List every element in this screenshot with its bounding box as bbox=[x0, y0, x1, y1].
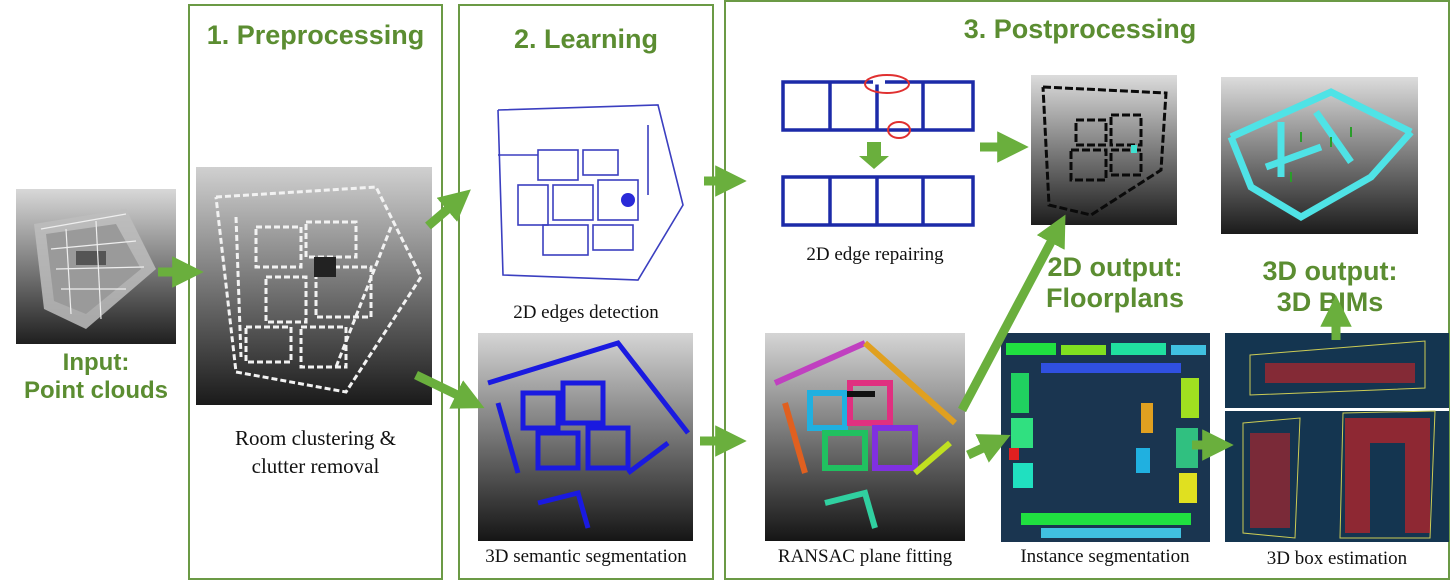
instance-segmentation-image bbox=[1001, 333, 1210, 542]
input-label-line2: Point clouds bbox=[24, 376, 168, 404]
bims-output-line1: 3D output: bbox=[1262, 256, 1398, 286]
ransac-plane-fitting-image bbox=[765, 333, 965, 541]
floorplans-output-label: 2D output: Floorplans bbox=[1025, 252, 1205, 314]
edges-detection-image bbox=[478, 95, 690, 295]
room-clustering-caption-line2: clutter removal bbox=[251, 454, 380, 479]
room-clustering-caption: Room clustering & clutter removal bbox=[188, 424, 443, 481]
preprocessing-title: 1. Preprocessing bbox=[206, 20, 425, 50]
ransac-plane-fitting-caption: RANSAC plane fitting bbox=[777, 546, 953, 567]
floorplans-output-line2: Floorplans bbox=[1045, 283, 1184, 314]
box-estimation-caption: 3D box estimation bbox=[1266, 548, 1408, 569]
box-estimation-image bbox=[1225, 333, 1449, 542]
postprocessing-panel bbox=[724, 0, 1450, 580]
edge-repairing-caption: 2D edge repairing bbox=[806, 244, 944, 265]
preprocessing-panel bbox=[188, 4, 443, 580]
input-label-line1: Input: bbox=[62, 349, 130, 376]
room-clustering-image bbox=[196, 167, 432, 405]
instance-segmentation-caption: Instance segmentation bbox=[1020, 546, 1190, 567]
input-point-cloud-image bbox=[16, 189, 176, 344]
room-clustering-caption-line1: Room clustering & bbox=[235, 426, 396, 450]
bim-output-image bbox=[1221, 77, 1418, 234]
bims-output-label: 3D output: 3D BIMs bbox=[1240, 256, 1420, 318]
edges-detection-caption: 2D edges detection bbox=[513, 302, 659, 323]
learning-panel bbox=[458, 4, 714, 580]
postprocessing-title: 3. Postprocessing bbox=[963, 14, 1197, 44]
bims-output-line2: 3D BIMs bbox=[1276, 287, 1384, 318]
input-label: Input: Point clouds bbox=[6, 349, 186, 404]
edge-repairing-image bbox=[775, 70, 980, 232]
floorplans-output-line1: 2D output: bbox=[1047, 252, 1183, 282]
semantic-segmentation-caption: 3D semantic segmentation bbox=[485, 546, 687, 567]
semantic-segmentation-image bbox=[478, 333, 693, 541]
floorplan-output-image bbox=[1031, 75, 1177, 225]
learning-title: 2. Learning bbox=[513, 24, 659, 54]
